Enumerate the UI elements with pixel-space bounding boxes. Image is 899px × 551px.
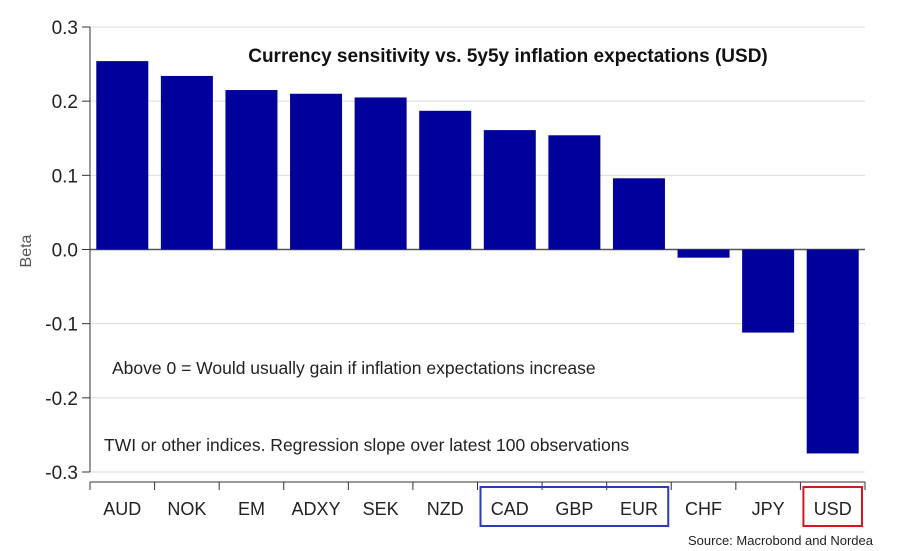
y-tick-label: -0.3 xyxy=(45,463,78,484)
x-tick-label-nzd: NZD xyxy=(427,499,464,519)
highlight-box-1 xyxy=(802,486,864,527)
bar-adxy xyxy=(290,93,343,250)
x-tick-label-gbp: GBP xyxy=(555,499,593,519)
x-tick-label-eur: EUR xyxy=(620,499,658,519)
y-tick-label: -0.1 xyxy=(45,315,78,336)
x-axis-labels: AUD NOK EM ADXY SEK NZD CAD GBP EUR CHF JPY USD xyxy=(89,482,866,519)
bar-em xyxy=(225,90,278,250)
source-note: Source: Macrobond and Nordea xyxy=(688,533,874,548)
bar-nok xyxy=(160,75,213,250)
x-tick-label-chf: CHF xyxy=(685,499,722,519)
x-tick-label-aud: AUD xyxy=(103,499,141,519)
bar-sek xyxy=(354,97,407,250)
x-tick-label-adxy: ADXY xyxy=(292,499,341,519)
x-tick-label-cad: CAD xyxy=(491,499,529,519)
x-tick-label-em: EM xyxy=(238,499,265,519)
annotation-regression: TWI or other indices. Regression slope o… xyxy=(104,435,630,455)
annotation-above-zero: Above 0 = Would usually gain if inflatio… xyxy=(112,358,596,378)
x-tick-label-jpy: JPY xyxy=(752,499,785,519)
bar-eur xyxy=(612,178,665,250)
y-tick-label: 0.3 xyxy=(52,18,78,39)
bar-jpy xyxy=(742,249,795,333)
chart-title: Currency sensitivity vs. 5y5y inflation … xyxy=(248,46,768,67)
highlight-box-0 xyxy=(479,486,670,527)
y-tick-label: 0.2 xyxy=(52,92,78,113)
y-tick-label: 0.0 xyxy=(52,241,78,262)
bar-chf xyxy=(677,249,730,258)
y-tick-label: -0.2 xyxy=(45,389,78,410)
bar-aud xyxy=(96,61,149,250)
y-axis-label: Beta xyxy=(18,234,35,267)
x-tick-label-usd: USD xyxy=(814,499,852,519)
bar-usd xyxy=(806,249,859,454)
bar-cad xyxy=(483,130,536,250)
bar-nzd xyxy=(419,110,472,250)
y-tick-label: 0.1 xyxy=(52,166,78,187)
x-tick-label-sek: SEK xyxy=(363,499,399,519)
x-tick-label-nok: NOK xyxy=(167,499,206,519)
bar-gbp xyxy=(548,135,601,250)
bars xyxy=(96,61,859,454)
y-axis-ticks: 0.3 0.2 0.1 0.0 -0.1 -0.2 -0.3 xyxy=(45,18,865,484)
highlight-boxes xyxy=(479,486,864,527)
grid-lines xyxy=(90,26,865,473)
